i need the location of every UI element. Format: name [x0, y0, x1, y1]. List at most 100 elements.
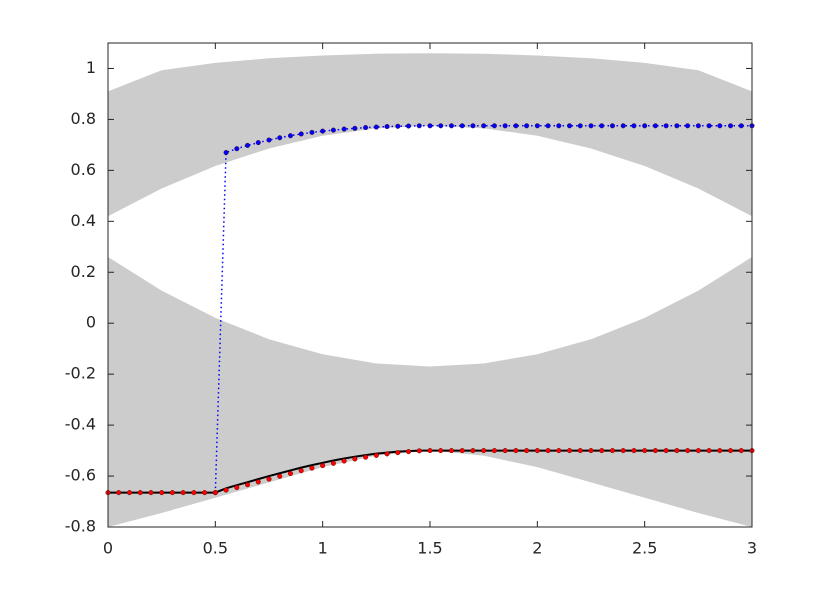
point: [728, 448, 734, 454]
point: [545, 448, 551, 454]
point: [395, 450, 401, 456]
point: [416, 123, 422, 129]
point: [320, 463, 326, 469]
point: [223, 487, 229, 493]
y-tick-label: 1: [86, 58, 96, 77]
point: [341, 458, 347, 464]
point: [277, 135, 283, 141]
point: [567, 448, 573, 454]
point: [567, 123, 573, 129]
point: [234, 146, 240, 152]
point: [126, 490, 132, 496]
point: [180, 490, 186, 496]
point: [245, 482, 251, 488]
point: [728, 123, 734, 129]
point: [524, 448, 530, 454]
point: [685, 448, 691, 454]
point: [577, 448, 583, 454]
point: [255, 140, 261, 146]
point: [513, 123, 519, 129]
point: [341, 126, 347, 132]
point: [448, 448, 454, 454]
point: [373, 124, 379, 130]
point: [352, 125, 358, 131]
point: [652, 448, 658, 454]
point: [481, 448, 487, 454]
point: [148, 490, 154, 496]
point: [459, 448, 465, 454]
point: [459, 123, 465, 129]
point: [309, 465, 315, 471]
point: [674, 448, 680, 454]
series-line: [214, 125, 752, 493]
point: [438, 448, 444, 454]
y-tick-label: 0.4: [71, 211, 96, 230]
point: [502, 448, 508, 454]
point: [287, 471, 293, 477]
point: [685, 123, 691, 129]
point: [255, 479, 261, 485]
point: [738, 123, 744, 129]
point: [599, 448, 605, 454]
point: [320, 128, 326, 134]
x-tick-label: 0: [103, 539, 113, 558]
point: [277, 473, 283, 479]
point: [577, 123, 583, 129]
point: [556, 123, 562, 129]
point: [406, 123, 412, 129]
point: [116, 490, 122, 496]
point: [663, 448, 669, 454]
point: [738, 448, 744, 454]
point: [384, 124, 390, 130]
point: [159, 490, 165, 496]
point: [588, 123, 594, 129]
point: [330, 460, 336, 466]
point: [502, 123, 508, 129]
y-tick-label: -0.4: [65, 415, 96, 434]
point: [416, 448, 422, 454]
point: [395, 123, 401, 129]
point: [266, 476, 272, 482]
point: [406, 449, 412, 455]
point: [588, 448, 594, 454]
point: [363, 454, 369, 460]
point: [470, 448, 476, 454]
point: [620, 123, 626, 129]
point: [631, 123, 637, 129]
point: [491, 123, 497, 129]
point: [663, 123, 669, 129]
point: [384, 451, 390, 457]
point: [191, 490, 197, 496]
x-tick-label: 2: [532, 539, 542, 558]
y-tick-label: 0.6: [71, 160, 96, 179]
point: [545, 123, 551, 129]
point: [234, 485, 240, 491]
point: [223, 150, 229, 156]
point: [448, 123, 454, 129]
point: [298, 468, 304, 474]
y-tick-label: 0: [86, 313, 96, 332]
point: [169, 490, 175, 496]
point: [470, 123, 476, 129]
point: [620, 448, 626, 454]
point: [427, 448, 433, 454]
point: [513, 448, 519, 454]
point: [631, 448, 637, 454]
y-tick-label: 0.8: [71, 109, 96, 128]
point: [330, 127, 336, 133]
x-tick-label: 1: [318, 539, 328, 558]
point: [427, 123, 433, 129]
point: [717, 448, 723, 454]
point: [599, 123, 605, 129]
y-tick-label: 0.2: [71, 262, 96, 281]
point: [674, 123, 680, 129]
point: [363, 125, 369, 131]
point: [202, 490, 208, 496]
point: [706, 123, 712, 129]
point: [706, 448, 712, 454]
point: [212, 490, 218, 496]
point: [524, 123, 530, 129]
point: [695, 448, 701, 454]
point: [609, 123, 615, 129]
x-tick-label: 3: [747, 539, 757, 558]
